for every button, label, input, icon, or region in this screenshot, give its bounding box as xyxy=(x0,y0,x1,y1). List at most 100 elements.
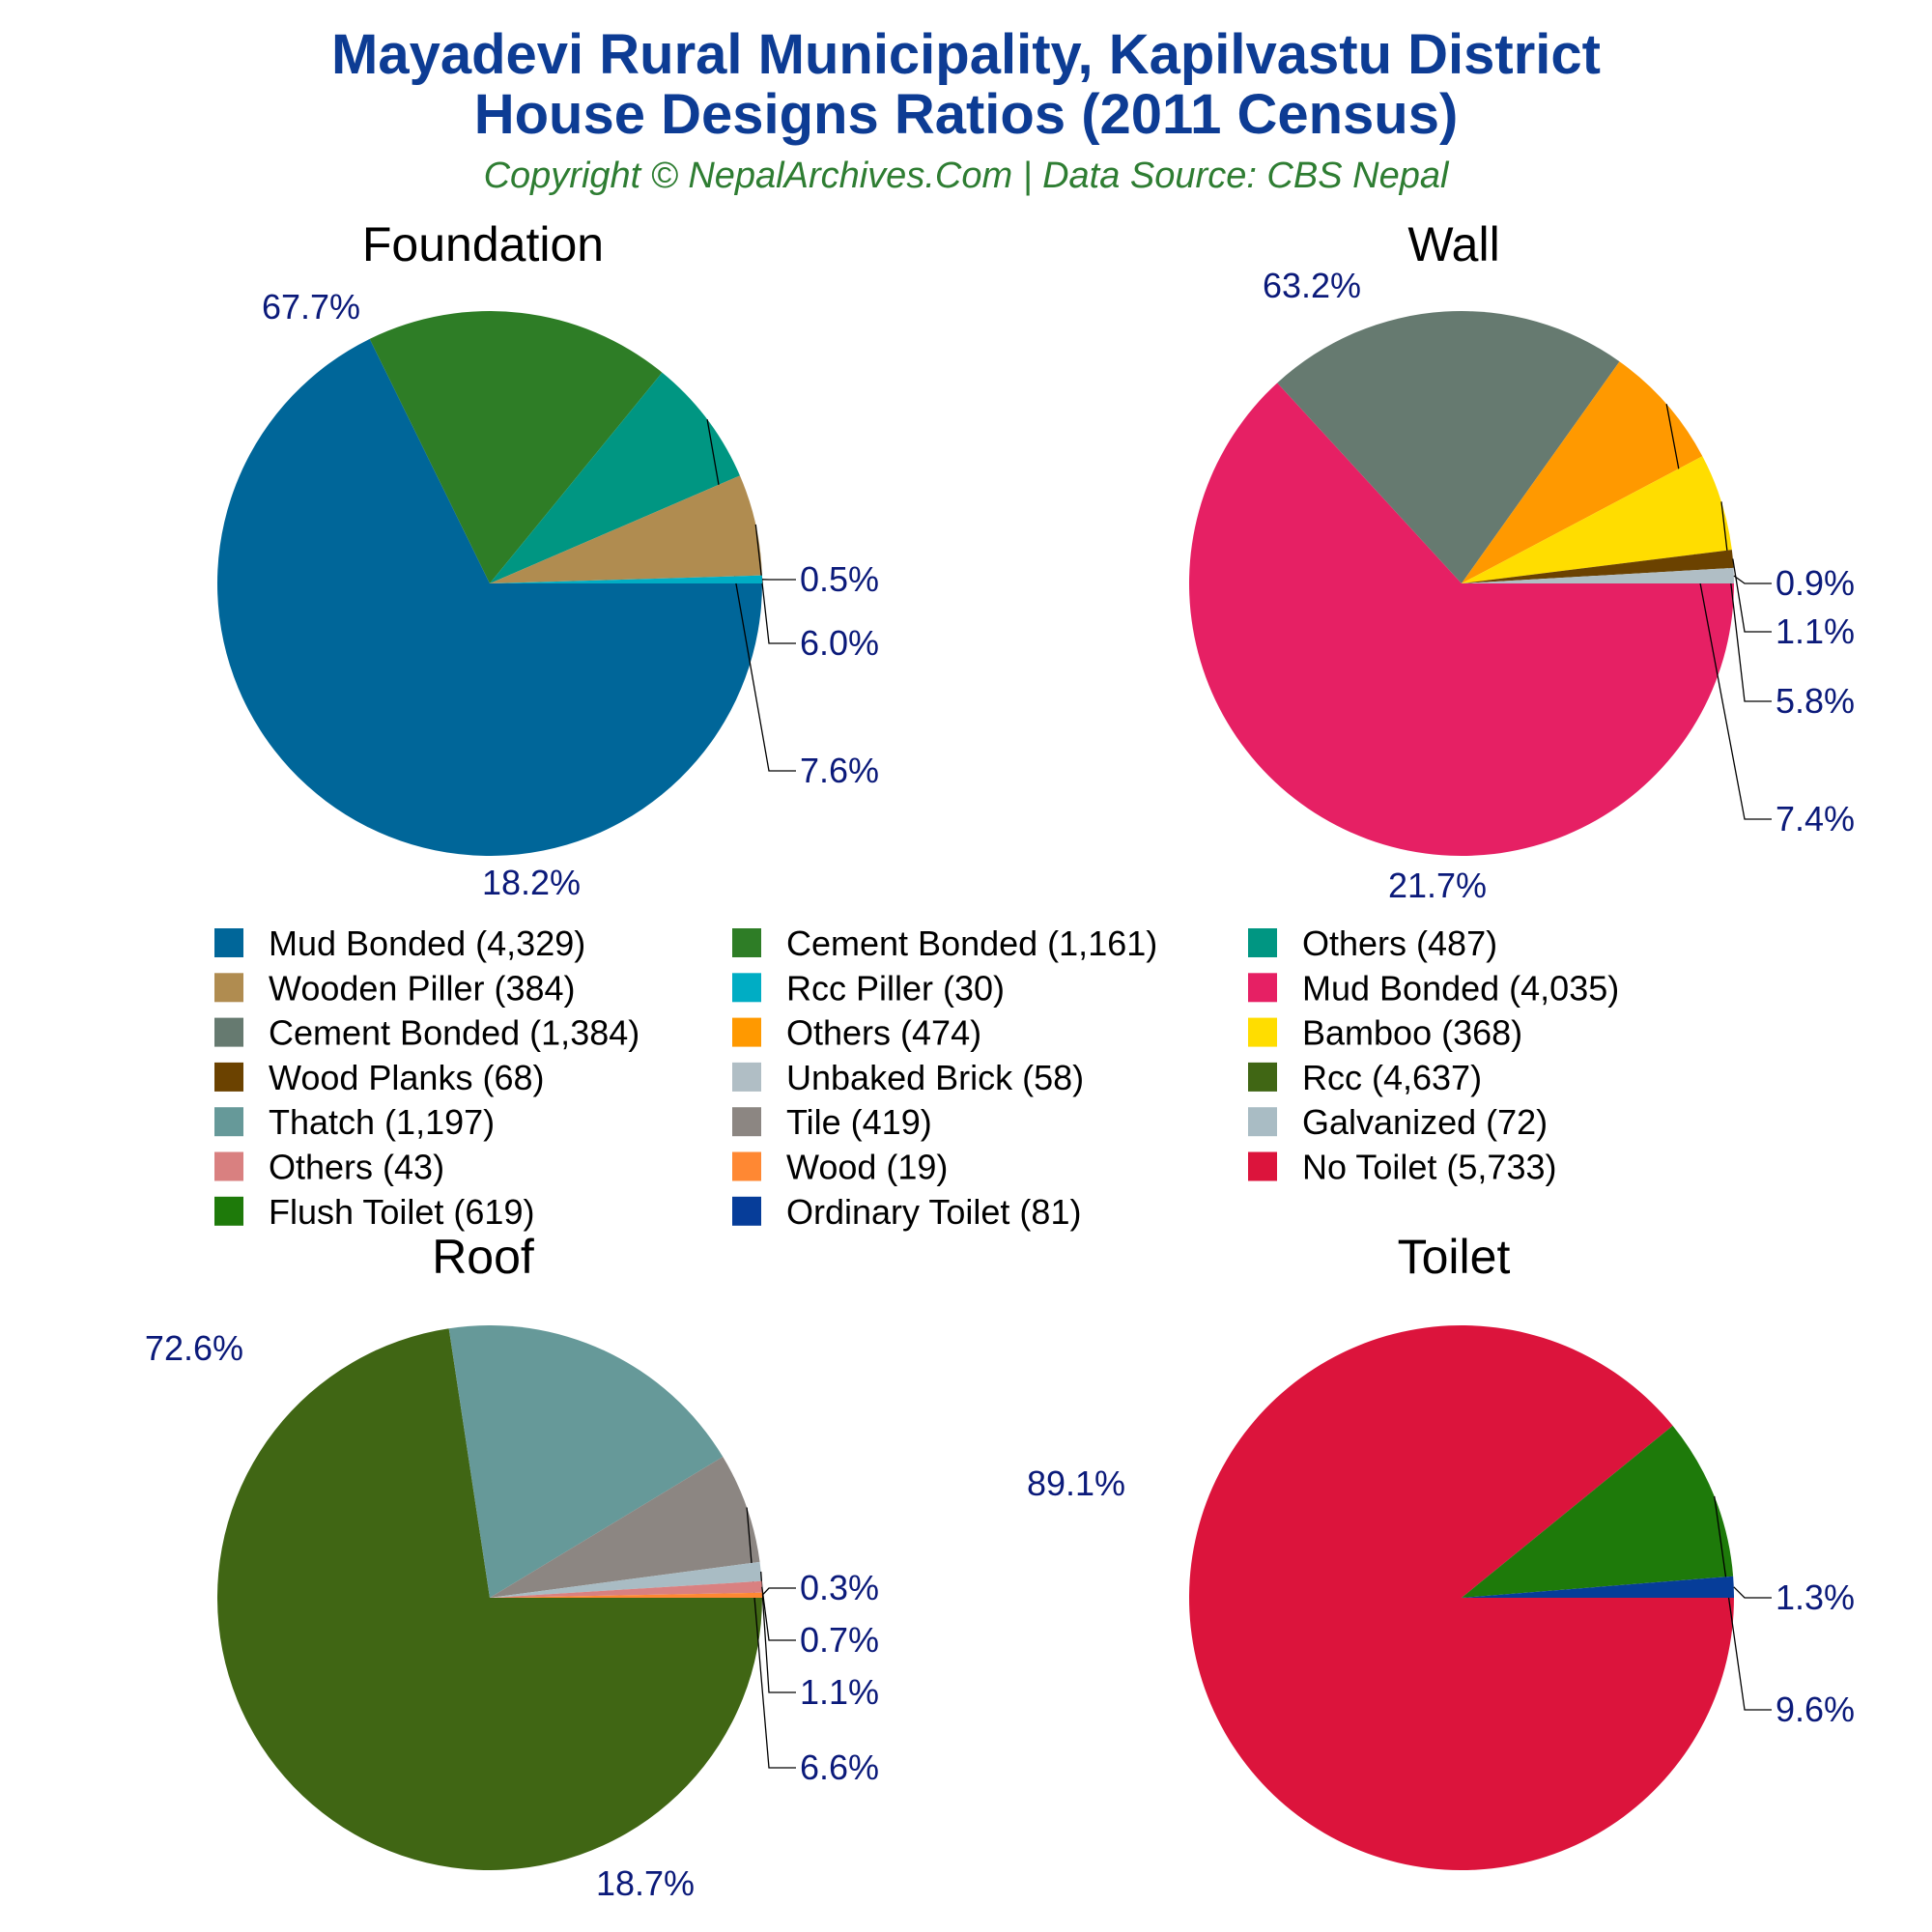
legend-swatch-11 xyxy=(1248,1062,1277,1092)
legend: Mud Bonded (4,329) Cement Bonded (1,161) O… xyxy=(214,923,1619,1232)
legend-label-8: Bamboo (368) xyxy=(1302,1013,1522,1053)
foundation-slice-0 xyxy=(216,338,762,857)
foundation-percent-label-3: 6.0% xyxy=(800,623,879,663)
roof-percent-label-3: 1.1% xyxy=(800,1672,879,1712)
legend-swatch-19 xyxy=(732,1196,761,1226)
wall-leader-line-5 xyxy=(1733,575,1772,584)
legend-swatch-18 xyxy=(214,1196,243,1226)
legend-swatch-7 xyxy=(732,1017,761,1047)
legend-label-19: Ordinary Toilet (81) xyxy=(786,1192,1081,1232)
toilet-slice-2 xyxy=(1462,1576,1734,1598)
wall-percent-label-3: 5.8% xyxy=(1776,681,1855,721)
legend-swatch-17 xyxy=(1248,1151,1277,1181)
roof-slice-2 xyxy=(490,1457,760,1598)
wall-slice-0 xyxy=(1188,383,1734,856)
toilet-pie-title: Toilet xyxy=(1398,1230,1511,1284)
foundation-percent-label-2: 7.6% xyxy=(800,751,879,790)
wall-slice-3 xyxy=(1462,456,1732,583)
wall-leader-line-4 xyxy=(1732,558,1772,633)
legend-swatch-1 xyxy=(732,928,761,957)
wall-slice-5 xyxy=(1462,567,1734,583)
toilet-leader-line-2 xyxy=(1733,1586,1772,1599)
foundation-pie-title: Foundation xyxy=(362,217,604,271)
legend-swatch-13 xyxy=(732,1107,761,1137)
legend-label-15: Others (43) xyxy=(269,1148,444,1187)
wall-percent-label-0: 63.2% xyxy=(1263,266,1361,305)
legend-label-17: No Toilet (5,733) xyxy=(1302,1148,1556,1187)
foundation-percent-label-0: 67.7% xyxy=(262,287,360,327)
foundation-slice-2 xyxy=(490,372,740,583)
legend-swatch-3 xyxy=(214,973,243,1003)
roof-percent-label-0: 72.6% xyxy=(145,1328,243,1368)
roof-slice-4 xyxy=(490,1580,762,1598)
foundation-slice-4 xyxy=(490,575,763,583)
legend-label-13: Tile (419) xyxy=(786,1102,932,1142)
legend-label-18: Flush Toilet (619) xyxy=(269,1192,534,1232)
toilet-slice-1 xyxy=(1462,1425,1734,1598)
roof-pie-title: Roof xyxy=(432,1230,534,1284)
legend-swatch-15 xyxy=(214,1151,243,1181)
roof-leader-line-3 xyxy=(760,1571,796,1693)
roof-pie: Roof 72.6% 18.7% 6.6% 1.1% 0.7% 0.3% xyxy=(145,1230,879,1903)
legend-label-10: Unbaked Brick (58) xyxy=(786,1058,1084,1097)
legend-swatch-0 xyxy=(214,928,243,957)
legend-swatch-2 xyxy=(1248,928,1277,957)
legend-swatch-9 xyxy=(214,1062,243,1092)
roof-slice-0 xyxy=(216,1328,762,1871)
roof-slice-5 xyxy=(490,1592,762,1598)
toilet-slice-0 xyxy=(1189,1324,1734,1870)
copyright-notice: Copyright © NepalArchives.Com | Data Sou… xyxy=(484,156,1450,196)
legend-swatch-8 xyxy=(1248,1017,1277,1047)
roof-slice-1 xyxy=(448,1325,724,1598)
wall-percent-label-4: 1.1% xyxy=(1776,611,1855,651)
foundation-pie: Foundation 67.7% 18.2% 7.6% 6.0% 0.5% xyxy=(216,217,879,902)
chart-title-line2: House Designs Ratios (2011 Census) xyxy=(474,83,1459,146)
foundation-percent-label-1: 18.2% xyxy=(482,863,581,902)
wall-percent-label-1: 21.7% xyxy=(1388,866,1487,905)
legend-label-2: Others (487) xyxy=(1302,923,1497,963)
legend-label-7: Others (474) xyxy=(786,1013,981,1053)
legend-label-3: Wooden Piller (384) xyxy=(269,968,576,1008)
legend-swatch-10 xyxy=(732,1062,761,1092)
wall-percent-label-5: 0.9% xyxy=(1776,563,1855,603)
legend-label-1: Cement Bonded (1,161) xyxy=(786,923,1157,963)
wall-slice-1 xyxy=(1277,311,1620,583)
roof-leader-line-5 xyxy=(761,1587,796,1596)
toilet-percent-label-0: 89.1% xyxy=(1027,1463,1125,1503)
legend-swatch-4 xyxy=(732,973,761,1003)
foundation-leader-line-3 xyxy=(754,524,796,644)
legend-label-16: Wood (19) xyxy=(786,1148,948,1187)
foundation-slice-1 xyxy=(369,311,663,583)
chart-title-line1: Mayadevi Rural Municipality, Kapilvastu … xyxy=(331,23,1601,86)
legend-label-6: Cement Bonded (1,384) xyxy=(269,1013,639,1053)
toilet-leader-line-1 xyxy=(1714,1495,1772,1711)
legend-swatch-12 xyxy=(214,1107,243,1137)
wall-pie: Wall 63.2% 21.7% 7.4% 5.8% 1.1% 0.9% xyxy=(1188,217,1855,905)
wall-percent-label-2: 7.4% xyxy=(1776,799,1855,838)
toilet-percent-label-2: 1.3% xyxy=(1776,1577,1855,1617)
legend-label-12: Thatch (1,197) xyxy=(269,1102,495,1142)
roof-slice-3 xyxy=(490,1561,762,1598)
wall-slice-2 xyxy=(1462,361,1703,583)
legend-label-11: Rcc (4,637) xyxy=(1302,1058,1482,1097)
legend-label-4: Rcc Piller (30) xyxy=(786,968,1005,1008)
legend-label-5: Mud Bonded (4,035) xyxy=(1302,968,1619,1008)
toilet-pie: Toilet 89.1% 9.6% 1.3% xyxy=(1027,1230,1855,1870)
wall-slice-4 xyxy=(1462,550,1734,583)
legend-swatch-5 xyxy=(1248,973,1277,1003)
legend-label-14: Galvanized (72) xyxy=(1302,1102,1548,1142)
legend-label-0: Mud Bonded (4,329) xyxy=(269,923,585,963)
foundation-slice-3 xyxy=(490,475,762,583)
roof-percent-label-4: 0.7% xyxy=(800,1620,879,1660)
legend-swatch-6 xyxy=(214,1017,243,1047)
legend-swatch-14 xyxy=(1248,1107,1277,1137)
wall-pie-title: Wall xyxy=(1407,217,1499,271)
roof-percent-label-1: 18.7% xyxy=(596,1863,695,1903)
toilet-percent-label-1: 9.6% xyxy=(1776,1690,1855,1729)
foundation-percent-label-4: 0.5% xyxy=(800,559,879,599)
roof-percent-label-2: 6.6% xyxy=(800,1747,879,1787)
legend-swatch-16 xyxy=(732,1151,761,1181)
legend-label-9: Wood Planks (68) xyxy=(269,1058,544,1097)
roof-percent-label-5: 0.3% xyxy=(800,1568,879,1607)
